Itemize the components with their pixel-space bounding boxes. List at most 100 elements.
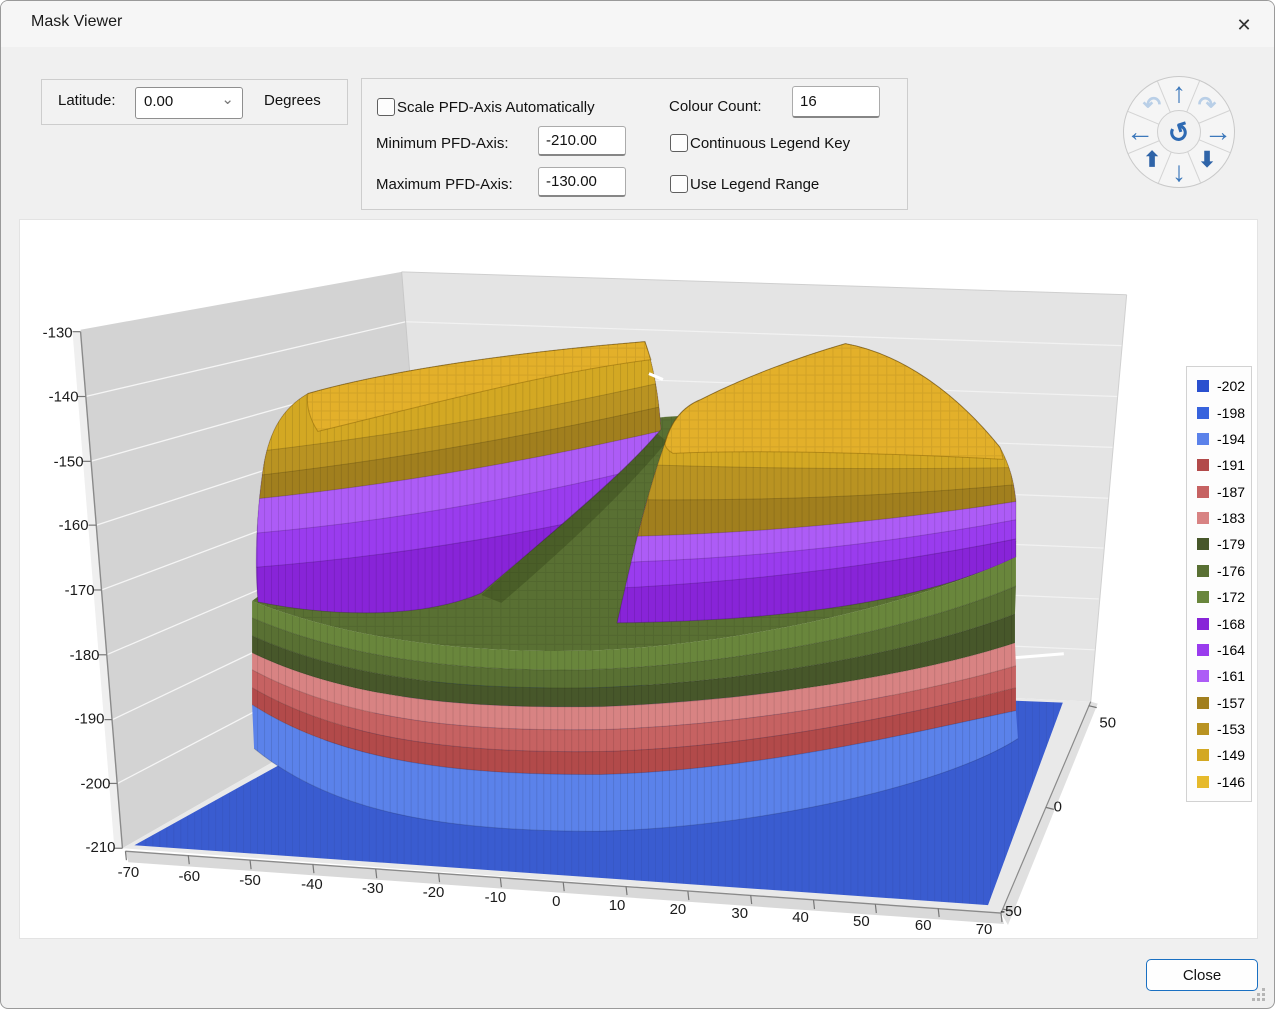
legend-swatch	[1197, 776, 1209, 788]
tilt-down-icon[interactable]: ⬇	[1198, 150, 1216, 171]
z-tick-label: -210	[86, 839, 116, 856]
x-tick-label: 10	[609, 897, 626, 914]
colour-count-label: Colour Count:	[669, 98, 762, 115]
latitude-combobox[interactable]: 0.00 ⌄	[135, 87, 243, 119]
legend-item: -157	[1197, 695, 1251, 711]
rotate-left-icon[interactable]: ↶	[1143, 94, 1161, 116]
z-tick-label: -200	[81, 775, 111, 792]
legend-value: -183	[1217, 510, 1245, 526]
latitude-group: Latitude: 0.00 ⌄ Degrees	[41, 79, 348, 125]
z-tick-label: -190	[75, 711, 105, 728]
pan-down-icon[interactable]: ↓	[1172, 158, 1186, 186]
legend-value: -161	[1217, 668, 1245, 684]
checkbox-use-legend-range[interactable]	[670, 175, 688, 193]
legend-item: -183	[1197, 510, 1251, 526]
legend-item: -187	[1197, 484, 1251, 500]
legend-swatch	[1197, 697, 1209, 709]
legend-item: -164	[1197, 642, 1251, 658]
legend-swatch	[1197, 486, 1209, 498]
legend-value: -176	[1217, 563, 1245, 579]
checkbox-scale-pfd-auto[interactable]	[377, 98, 395, 116]
latitude-label: Latitude:	[58, 92, 116, 109]
z-tick-label: -180	[70, 647, 100, 664]
z-tick-label: -160	[59, 517, 89, 534]
legend-value: -172	[1217, 589, 1245, 605]
latitude-value: 0.00	[144, 93, 173, 110]
latitude-unit-label: Degrees	[264, 92, 321, 109]
z-tick-label: -170	[65, 582, 95, 599]
x-tick-label: -30	[362, 880, 384, 897]
min-pfd-input[interactable]	[538, 126, 626, 156]
legend-swatch	[1197, 749, 1209, 761]
legend-swatch	[1197, 618, 1209, 630]
legend-item: -191	[1197, 457, 1251, 473]
max-pfd-label: Maximum PFD-Axis:	[376, 176, 513, 193]
resize-grip[interactable]	[1250, 986, 1266, 1002]
x-tick-label: 40	[792, 909, 809, 926]
legend-value: -191	[1217, 457, 1245, 473]
mask-viewer-window: Mask Viewer ✕ Latitude: 0.00 ⌄ Degrees S…	[0, 0, 1275, 1009]
pan-left-icon[interactable]: ←	[1126, 118, 1154, 146]
surface-plot: -130 -140 -150 -160 -170 -180 -190 -200 …	[20, 220, 1257, 938]
legend-item: -146	[1197, 774, 1251, 790]
min-pfd-label: Minimum PFD-Axis:	[376, 135, 509, 152]
scale-pfd-auto-label: Scale PFD-Axis Automatically	[397, 99, 595, 116]
legend-swatch	[1197, 670, 1209, 682]
legend-item: -176	[1197, 563, 1251, 579]
max-pfd-input[interactable]	[538, 167, 626, 197]
x-tick-label: -40	[301, 876, 323, 893]
rotate-right-icon[interactable]: ↷	[1198, 94, 1216, 116]
close-button[interactable]: Close	[1146, 959, 1258, 991]
legend-value: -187	[1217, 484, 1245, 500]
x-tick-label: 20	[670, 901, 687, 918]
legend-item: -179	[1197, 536, 1251, 552]
legend-swatch	[1197, 538, 1209, 550]
colour-count-input[interactable]	[792, 86, 880, 118]
tilt-up-icon[interactable]: ⬆	[1143, 150, 1161, 171]
x-tick-label: 60	[915, 917, 932, 934]
legend-swatch	[1197, 644, 1209, 656]
x-tick-label: -50	[239, 872, 261, 889]
z-tick-label: -130	[43, 325, 73, 342]
legend-item: -153	[1197, 721, 1251, 737]
legend-item: -161	[1197, 668, 1251, 684]
use-legend-range-label: Use Legend Range	[690, 176, 819, 193]
x-tick-label: 50	[853, 913, 870, 930]
checkbox-continuous-legend[interactable]	[670, 134, 688, 152]
legend-value: -146	[1217, 774, 1245, 790]
title-bar: Mask Viewer ✕	[1, 1, 1274, 47]
x-tick-label: -60	[178, 868, 200, 885]
x-tick-label: 30	[731, 905, 748, 922]
x-tick-label: -70	[118, 864, 140, 881]
legend-swatch	[1197, 407, 1209, 419]
legend-item: -198	[1197, 405, 1251, 421]
depth-tick-label: 50	[1099, 715, 1116, 732]
legend-value: -198	[1217, 405, 1245, 421]
x-tick-label: 70	[976, 921, 993, 938]
pan-up-icon[interactable]: ↑	[1172, 79, 1186, 107]
x-tick-label: 0	[552, 893, 560, 910]
legend-value: -194	[1217, 431, 1245, 447]
legend-value: -149	[1217, 747, 1245, 763]
legend-swatch	[1197, 512, 1209, 524]
legend: -202 -198 -194 -191 -187 -183 -179 -176 …	[1186, 366, 1252, 802]
window-title: Mask Viewer	[31, 13, 122, 31]
chart-panel: -130 -140 -150 -160 -170 -180 -190 -200 …	[19, 219, 1258, 939]
pfd-axis-group: Scale PFD-Axis Automatically Minimum PFD…	[361, 78, 908, 210]
legend-swatch	[1197, 591, 1209, 603]
legend-swatch	[1197, 433, 1209, 445]
continuous-legend-label: Continuous Legend Key	[690, 135, 850, 152]
legend-item: -172	[1197, 589, 1251, 605]
legend-item: -202	[1197, 378, 1251, 394]
legend-value: -164	[1217, 642, 1245, 658]
window-close-icon[interactable]: ✕	[1230, 11, 1258, 39]
view-rotator: ↑ → ← ↓ ↶ ↷ ⬆ ⬇ ↺	[1123, 76, 1235, 191]
legend-swatch	[1197, 459, 1209, 471]
depth-tick-label: -50	[1000, 903, 1022, 920]
legend-item: -168	[1197, 616, 1251, 632]
x-tick-label: -10	[485, 889, 507, 906]
x-tick-label: -20	[423, 884, 445, 901]
z-tick-label: -150	[54, 453, 84, 470]
pan-right-icon[interactable]: →	[1204, 118, 1232, 146]
legend-value: -157	[1217, 695, 1245, 711]
